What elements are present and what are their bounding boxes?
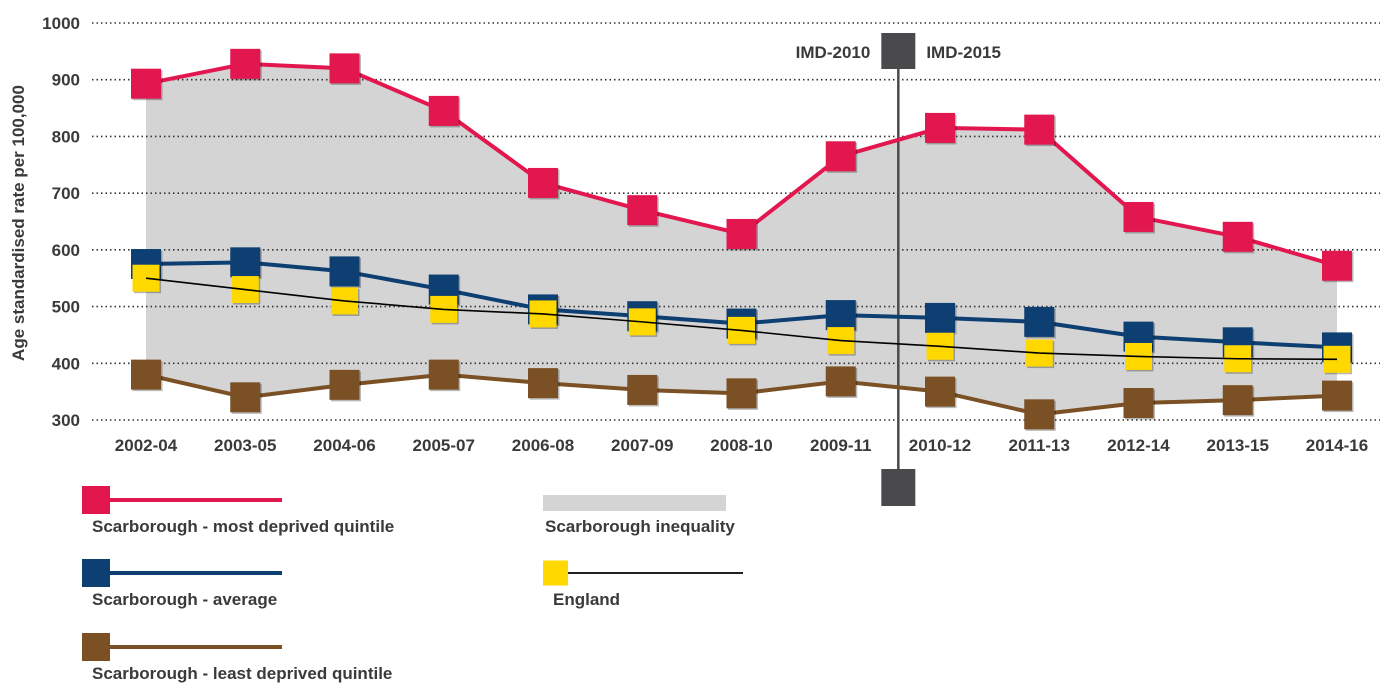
y-tick-label: 400 — [52, 354, 80, 373]
x-tick-label: 2009-11 — [810, 436, 871, 455]
data-point — [528, 167, 558, 198]
x-tick-label: 2011-13 — [1009, 436, 1070, 455]
data-point — [428, 359, 459, 390]
data-point — [1322, 380, 1352, 411]
legend: Scarborough - most deprived quintile Scar… — [82, 486, 743, 683]
data-point — [1024, 306, 1055, 337]
data-point — [1222, 385, 1253, 416]
legend-label: Scarborough - most deprived quintile — [92, 517, 394, 536]
data-point — [627, 195, 658, 226]
data-point — [131, 68, 161, 99]
imd-right-label: IMD-2015 — [926, 43, 1001, 62]
x-tick-label: 2013-15 — [1207, 436, 1269, 455]
data-point — [627, 374, 658, 405]
legend-label: Scarborough inequality — [545, 517, 735, 536]
data-point — [1024, 114, 1055, 145]
legend-swatch-marker — [82, 486, 110, 514]
legend-item-scarborough-average: Scarborough - average — [82, 559, 282, 609]
data-point — [329, 53, 360, 84]
legend-item-scarborough-most-deprived-quintile: Scarborough - most deprived quintile — [82, 486, 394, 536]
data-point — [329, 369, 360, 400]
x-tick-label: 2005-07 — [413, 436, 475, 455]
imd-left-label: IMD-2010 — [796, 43, 871, 62]
legend-swatch-marker — [82, 633, 110, 661]
y-tick-label: 500 — [52, 298, 80, 317]
data-point — [925, 302, 955, 333]
x-tick-label: 2006-08 — [512, 436, 574, 455]
legend-swatch-band — [543, 495, 726, 511]
data-point — [1024, 399, 1055, 430]
x-tick-label: 2010-12 — [909, 436, 971, 455]
data-point — [329, 256, 360, 287]
series-scarborough-most-deprived-quintile — [131, 48, 1354, 283]
data-point — [230, 382, 261, 413]
legend-label: Scarborough - least deprived quintile — [92, 664, 392, 683]
data-point — [1123, 387, 1154, 418]
series-scarborough-least-deprived-quintile — [131, 359, 1354, 431]
data-point — [230, 247, 261, 278]
legend-item-england: England — [543, 560, 743, 609]
legend-item-scarborough-inequality: Scarborough inequality — [543, 495, 735, 536]
data-point — [825, 141, 856, 172]
legend-swatch-marker — [543, 560, 568, 586]
series-england — [132, 264, 1352, 375]
x-tick-label: 2003-05 — [214, 436, 276, 455]
x-tick-label: 2004-06 — [313, 436, 375, 455]
grid-layer — [92, 22, 1380, 421]
x-tick-label: 2008-10 — [710, 436, 772, 455]
x-tick-label: 2007-09 — [611, 436, 673, 455]
data-point — [428, 95, 459, 126]
legend-label: England — [553, 590, 620, 609]
data-point — [528, 368, 558, 399]
data-point — [825, 366, 856, 397]
data-point — [1322, 250, 1352, 281]
y-tick-label: 700 — [52, 184, 80, 203]
x-tick-label: 2012-14 — [1107, 436, 1170, 455]
legend-item-scarborough-least-deprived-quintile: Scarborough - least deprived quintile — [82, 633, 392, 683]
data-point — [925, 112, 955, 143]
y-axis-label: Age standardised rate per 100,000 — [9, 85, 28, 361]
imd-divider-layer: IMD-2010 IMD-2015 — [796, 33, 1001, 506]
data-point — [131, 359, 161, 390]
y-tick-label: 900 — [52, 71, 80, 90]
data-point — [825, 300, 856, 331]
data-point — [1123, 201, 1154, 232]
data-point — [230, 48, 261, 79]
y-tick-label: 300 — [52, 411, 80, 430]
data-point — [925, 376, 955, 407]
x-tick-label: 2014-16 — [1306, 436, 1368, 455]
legend-swatch-marker — [82, 559, 110, 587]
series-line — [145, 277, 1338, 361]
x-tick-label: 2002-04 — [115, 436, 178, 455]
series-layer — [131, 48, 1354, 431]
data-point — [726, 378, 757, 409]
axis-layer: 300 400 500 600 700 800 900 1000 2002-04 2003-05 2… — [42, 14, 1368, 455]
y-tick-label: 1000 — [42, 14, 80, 33]
y-tick-label: 600 — [52, 241, 80, 260]
legend-label: Scarborough - average — [92, 590, 277, 609]
y-tick-label: 800 — [52, 127, 80, 146]
data-point — [726, 218, 757, 249]
data-point — [1222, 221, 1253, 252]
imd-divider-bottom-marker — [881, 469, 916, 506]
imd-divider-top-marker — [881, 33, 916, 69]
